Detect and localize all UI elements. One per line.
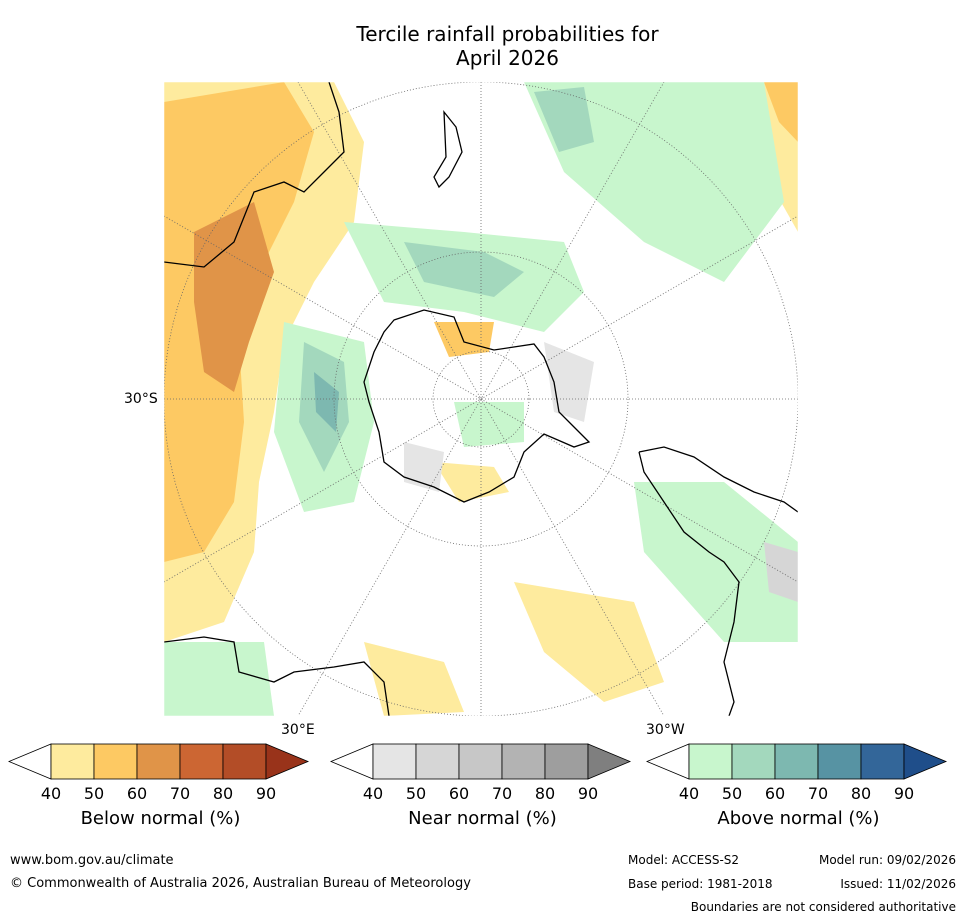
colorbar-segment bbox=[458, 743, 503, 780]
colorbar-below: 40 50 60 70 80 90 bbox=[8, 743, 310, 803]
below-normal-region bbox=[164, 82, 798, 716]
colorbar-tick-label: 60 bbox=[765, 784, 785, 803]
coastlines bbox=[164, 82, 798, 716]
colorbar-below-label: Below normal (%) bbox=[80, 808, 241, 829]
colorbar-segment bbox=[50, 743, 95, 780]
colorbar-tick-label: 80 bbox=[851, 784, 871, 803]
near-normal-region bbox=[404, 342, 798, 602]
australia-coast bbox=[164, 82, 345, 268]
colorbar-tick-label: 60 bbox=[449, 784, 469, 803]
website-link[interactable]: www.bom.gov.au/climate bbox=[10, 853, 174, 868]
colorbar-segment bbox=[860, 743, 905, 780]
disclaimer-text: Boundaries are not considered authoritat… bbox=[690, 900, 956, 914]
colorbar-segment bbox=[372, 743, 417, 780]
colorbar-high-extend bbox=[265, 743, 310, 780]
colorbar-tick-label: 40 bbox=[41, 784, 61, 803]
colorbar-above-label: Above normal (%) bbox=[717, 808, 880, 829]
lon-label-30e: 30°E bbox=[281, 722, 315, 738]
colorbar-segment bbox=[179, 743, 224, 780]
colorbar-tick-label: 40 bbox=[363, 784, 383, 803]
colorbar-tick-label: 50 bbox=[84, 784, 104, 803]
colorbar-tick-label: 70 bbox=[808, 784, 828, 803]
colorbar-tick-label: 60 bbox=[127, 784, 147, 803]
colorbar-segment bbox=[501, 743, 546, 780]
antarctica-coast bbox=[363, 309, 591, 503]
colorbar-tick-label: 90 bbox=[578, 784, 598, 803]
colorbar-segment bbox=[544, 743, 589, 780]
copyright-text: © Commonwealth of Australia 2026, Austra… bbox=[10, 876, 471, 891]
colorbar-near-label: Near normal (%) bbox=[408, 808, 557, 829]
new-zealand-coast bbox=[433, 110, 463, 189]
africa-coast bbox=[164, 636, 390, 716]
colorbar-tick-label: 90 bbox=[256, 784, 276, 803]
polar-map bbox=[164, 82, 798, 716]
colorbar-tick-label: 80 bbox=[535, 784, 555, 803]
colorbar-high-extend bbox=[587, 743, 632, 780]
colorbar-tick-label: 90 bbox=[894, 784, 914, 803]
colorbar-low-extend bbox=[330, 743, 374, 780]
colorbar-segment bbox=[688, 743, 733, 780]
title-line-2: April 2026 bbox=[456, 46, 559, 70]
title-line-1: Tercile rainfall probabilities for bbox=[356, 22, 659, 46]
lon-label-30w: 30°W bbox=[646, 722, 685, 738]
base-period-text: Base period: 1981-2018 bbox=[628, 877, 773, 891]
graticule bbox=[164, 82, 798, 716]
model-run-text: Model run: 09/02/2026 bbox=[818, 853, 956, 867]
colorbar-tick-label: 50 bbox=[406, 784, 426, 803]
colorbar-tick-label: 50 bbox=[722, 784, 742, 803]
colorbar-tick-label: 80 bbox=[213, 784, 233, 803]
colorbar-tick-label: 70 bbox=[492, 784, 512, 803]
colorbar-tick-label: 70 bbox=[170, 784, 190, 803]
colorbar-low-extend bbox=[8, 743, 52, 780]
colorbar-segment bbox=[415, 743, 460, 780]
south-america-coast bbox=[638, 446, 798, 716]
lat-label-30s: 30°S bbox=[124, 391, 158, 407]
map-title: Tercile rainfall probabilities for April… bbox=[0, 22, 965, 70]
colorbar-tick-label: 40 bbox=[679, 784, 699, 803]
colorbar-near: 40 50 60 70 80 90 bbox=[330, 743, 632, 803]
colorbar-low-extend bbox=[646, 743, 690, 780]
colorbar-segment bbox=[817, 743, 862, 780]
model-text: Model: ACCESS-S2 bbox=[628, 853, 740, 867]
colorbar-segment bbox=[774, 743, 819, 780]
colorbar-segment bbox=[731, 743, 776, 780]
colorbar-segment bbox=[93, 743, 138, 780]
colorbar-segment bbox=[222, 743, 267, 780]
colorbar-high-extend bbox=[903, 743, 948, 780]
issued-text: Issued: 11/02/2026 bbox=[840, 877, 956, 891]
colorbar-above: 40 50 60 70 80 90 bbox=[646, 743, 948, 803]
colorbar-segment bbox=[136, 743, 181, 780]
